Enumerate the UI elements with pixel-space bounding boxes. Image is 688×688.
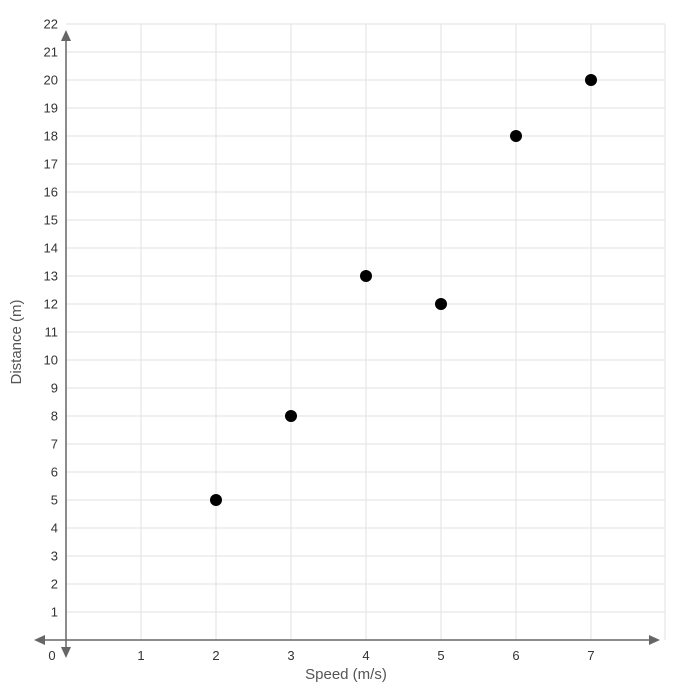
y-tick-label: 13 — [44, 269, 58, 284]
y-tick-label: 20 — [44, 73, 58, 88]
y-tick-label: 10 — [44, 353, 58, 368]
x-axis-arrow-left-icon — [34, 635, 45, 645]
x-tick-label: 7 — [587, 648, 594, 663]
y-tick-label: 16 — [44, 185, 58, 200]
data-point — [285, 410, 297, 422]
x-axis-arrow-right-icon — [649, 635, 660, 645]
data-point — [360, 270, 372, 282]
y-tick-label: 6 — [51, 465, 58, 480]
y-tick-label: 19 — [44, 101, 58, 116]
y-tick-label: 14 — [44, 241, 58, 256]
y-tick-label: 22 — [44, 17, 58, 32]
x-tick-label: 6 — [512, 648, 519, 663]
origin-label: 0 — [48, 648, 55, 663]
y-tick-label: 4 — [51, 521, 58, 536]
y-tick-label: 18 — [44, 129, 58, 144]
tick-label-layer: 1 2 3 4 5 6 7012345678910111213141516171819202… — [44, 17, 595, 664]
x-axis-title: Speed (m/s) — [305, 666, 387, 683]
y-tick-label: 7 — [51, 437, 58, 452]
y-tick-label: 5 — [51, 493, 58, 508]
x-tick-label: 1 — [137, 648, 144, 663]
data-point — [585, 74, 597, 86]
y-tick-label: 17 — [44, 157, 58, 172]
y-tick-label: 15 — [44, 213, 58, 228]
y-tick-label: 2 — [51, 577, 58, 592]
grid-layer — [66, 23, 666, 640]
y-tick-label: 21 — [44, 45, 58, 60]
x-tick-label: 2 — [212, 648, 219, 663]
data-point — [210, 494, 222, 506]
y-tick-label: 12 — [44, 297, 58, 312]
y-axis-title: Distance (m) — [8, 299, 25, 384]
y-tick-label: 8 — [51, 409, 58, 424]
y-tick-label: 9 — [51, 381, 58, 396]
data-point — [510, 130, 522, 142]
data-point — [435, 298, 447, 310]
y-axis-arrow-down-icon — [61, 647, 71, 658]
x-tick-label: 3 — [287, 648, 294, 663]
y-tick-label: 1 — [51, 605, 58, 620]
x-tick-label: 5 — [437, 648, 444, 663]
point-layer — [210, 74, 597, 506]
x-tick-label: 4 — [362, 648, 369, 663]
axis-layer — [34, 30, 660, 658]
y-tick-label: 11 — [45, 325, 59, 340]
y-axis-arrow-up-icon — [61, 30, 71, 41]
y-tick-label: 3 — [51, 549, 58, 564]
